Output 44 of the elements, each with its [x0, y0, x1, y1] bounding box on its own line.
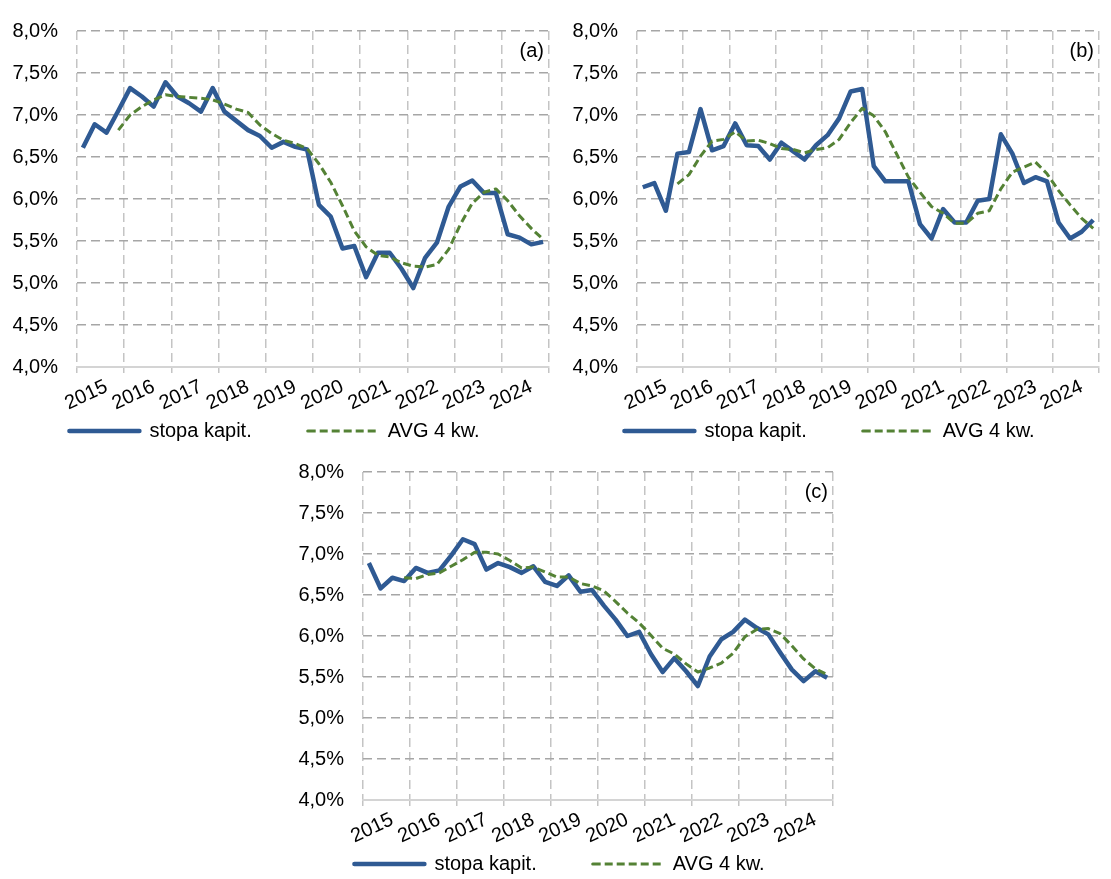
- line-series: [402, 550, 829, 677]
- annotation: (c): [804, 479, 828, 502]
- y-tick-label: 5,0%: [12, 270, 59, 293]
- y-tick-label: 7,0%: [12, 102, 59, 125]
- y-tick-label: 5,5%: [298, 664, 345, 687]
- y-tick-label: 5,5%: [572, 228, 619, 251]
- y-tick-label: 7,5%: [298, 500, 345, 523]
- y-tick-label: 7,0%: [572, 102, 619, 125]
- y-tick-label: 6,5%: [572, 144, 619, 167]
- y-tick-label: 8,0%: [572, 18, 619, 41]
- legend-label: AVG 4 kw.: [387, 418, 480, 441]
- legend-label: AVG 4 kw.: [942, 418, 1035, 441]
- y-tick-label: 6,5%: [12, 144, 59, 167]
- x-tick-label: 2017: [155, 374, 205, 414]
- x-tick-label: 2021: [344, 374, 394, 414]
- y-tick-label: 6,5%: [298, 582, 345, 605]
- x-tick-label: 2022: [391, 374, 441, 414]
- legend-label: AVG 4 kw.: [672, 851, 765, 874]
- legend-label: stopa kapit.: [434, 851, 537, 874]
- y-tick-label: 7,5%: [572, 60, 619, 83]
- y-tick-label: 7,5%: [12, 60, 59, 83]
- annotation: (b): [1069, 38, 1094, 61]
- y-tick-label: 7,0%: [298, 541, 345, 564]
- y-tick-label: 8,0%: [12, 18, 59, 41]
- y-tick-label: 6,0%: [12, 186, 59, 209]
- y-tick-label: 4,0%: [572, 354, 619, 377]
- y-tick-label: 4,0%: [12, 354, 59, 377]
- y-tick-label: 4,5%: [298, 746, 345, 769]
- y-tick-label: 4,0%: [298, 787, 345, 810]
- y-tick-label: 5,5%: [12, 228, 59, 251]
- y-tick-label: 8,0%: [298, 459, 345, 482]
- annotation: (a): [519, 38, 544, 61]
- x-tick-label: 2024: [1036, 374, 1086, 414]
- y-tick-label: 4,5%: [572, 312, 619, 335]
- x-tick-label: 2015: [60, 374, 111, 414]
- legend-label: stopa kapit.: [704, 418, 807, 441]
- y-tick-label: 5,0%: [572, 270, 619, 293]
- y-tick-label: 4,5%: [12, 312, 59, 335]
- y-tick-label: 6,0%: [572, 186, 619, 209]
- x-tick-label: 2016: [108, 374, 158, 414]
- y-tick-label: 6,0%: [298, 623, 345, 646]
- line-series: [675, 106, 1095, 230]
- y-tick-label: 5,0%: [298, 705, 345, 728]
- legend-label: stopa kapit.: [149, 418, 252, 441]
